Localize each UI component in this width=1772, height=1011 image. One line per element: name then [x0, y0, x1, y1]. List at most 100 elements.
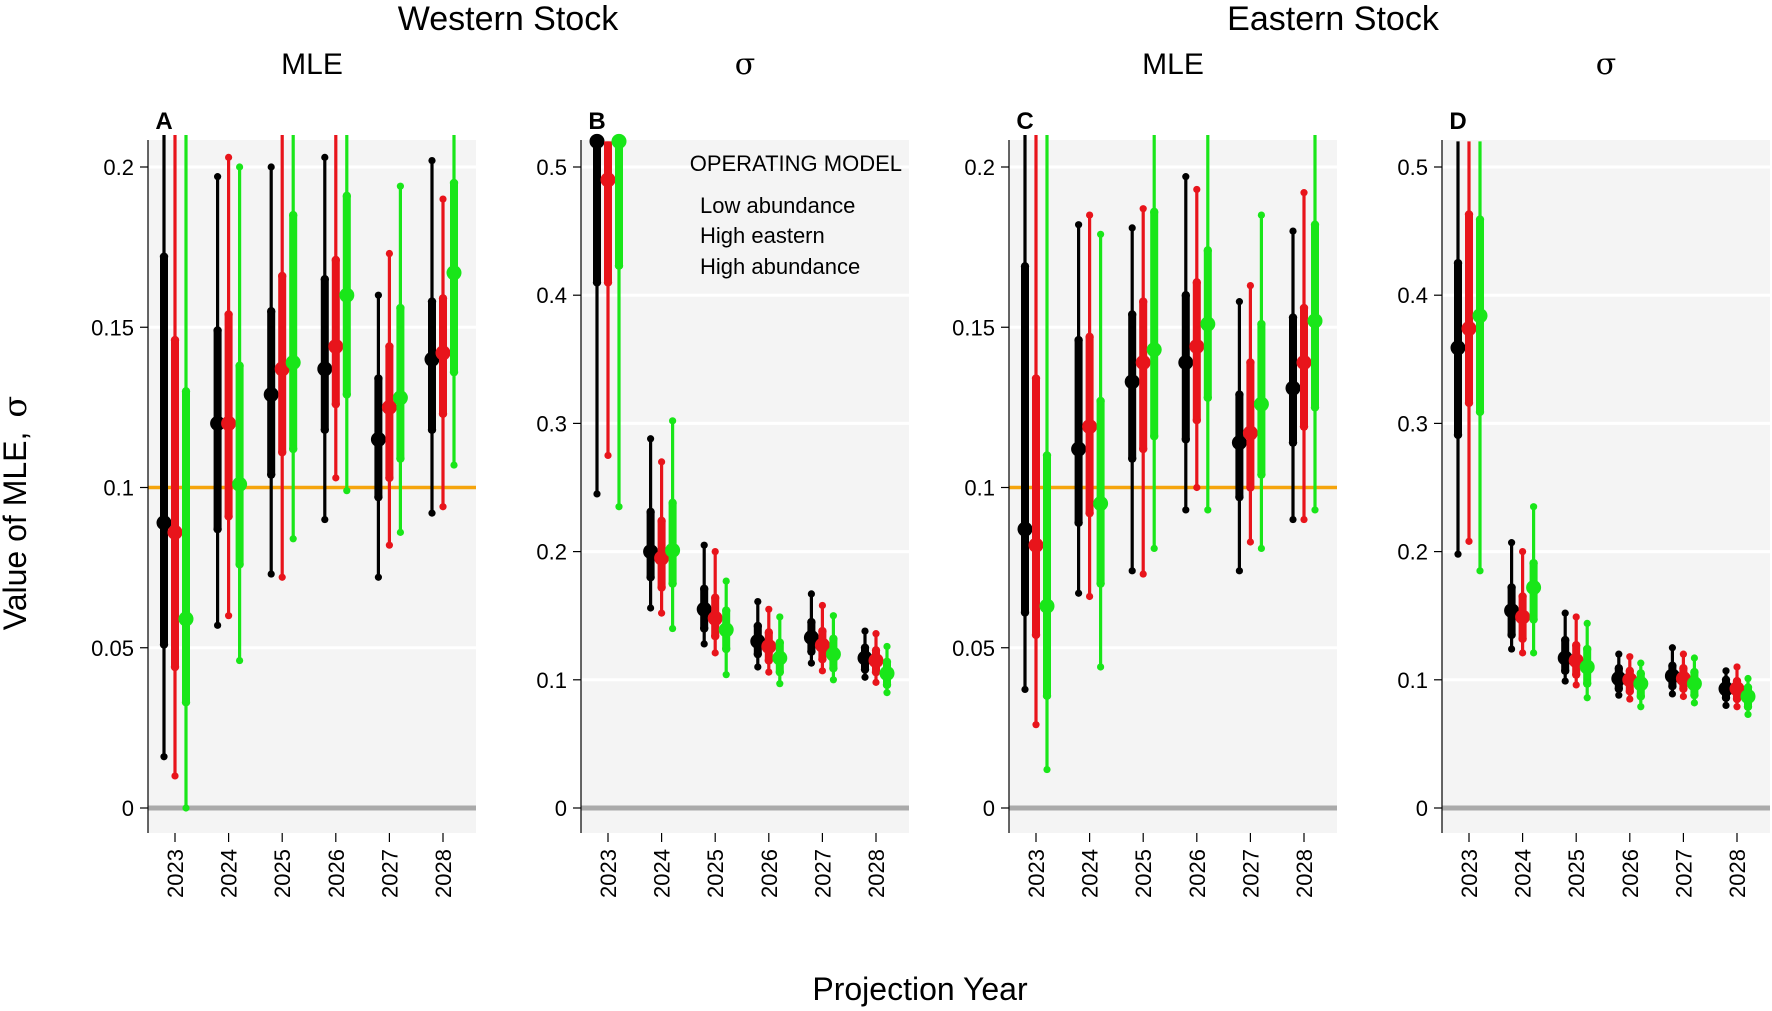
quartile-cap-upper [1150, 207, 1159, 217]
quartile-cap-upper [657, 516, 666, 526]
whisker-cap-min [1668, 690, 1676, 698]
whisker-cap-min [1086, 592, 1094, 601]
whisker-cap-min [754, 663, 762, 671]
whisker-cap-max [722, 577, 730, 585]
x-tick-label: 2024 [1511, 849, 1536, 898]
median-point [317, 361, 333, 377]
whisker-cap-max [1626, 653, 1634, 661]
quartile-cap-lower [871, 667, 881, 677]
quartile-cap-upper [1257, 319, 1266, 329]
median-point [1146, 342, 1162, 358]
x-tick-label: 2028 [1725, 849, 1750, 898]
median-point [814, 637, 830, 653]
legend-entry-low-abundance: Low abundance [700, 193, 855, 218]
whisker-cap-min [182, 804, 190, 812]
x-tick-label: 2024 [217, 849, 242, 898]
median-point [156, 515, 172, 531]
series-low-abundance [589, 133, 873, 681]
whisker-cap-max [754, 597, 762, 606]
whisker-cap-min [1043, 765, 1051, 774]
whisker-cap-min [872, 678, 880, 686]
whisker-cap-min [267, 570, 275, 578]
quartile-cap-upper [159, 252, 169, 261]
whisker-cap-max [321, 153, 329, 161]
quartile-cap-upper [374, 374, 383, 383]
whisker-cap-max [1615, 650, 1623, 658]
panel-c: 0 0.05 0.1 0.15 0.2 2023 2024 2025 2026 2027 2028 M… [952, 48, 1337, 898]
median-point [1526, 579, 1542, 595]
quartile-cap-lower [1690, 690, 1699, 700]
whisker-cap-min [1637, 703, 1645, 711]
quartile-cap-lower [1150, 432, 1159, 441]
whisker-cap-min [160, 753, 168, 761]
median-point [339, 287, 355, 303]
quartile-cap-lower [331, 399, 340, 409]
whisker-cap-max [428, 156, 436, 165]
quartile-cap-lower [1625, 687, 1635, 696]
median-point [232, 476, 248, 492]
median-point [868, 653, 884, 669]
whisker-cap-min [1519, 649, 1527, 657]
median-point [1071, 441, 1087, 457]
quartile-cap-lower [1561, 666, 1570, 676]
x-axis-title: Projection Year [812, 971, 1028, 1007]
whisker-cap-max [776, 613, 784, 621]
whisker-cap-min [1257, 544, 1265, 552]
whisker-cap-max [711, 548, 719, 556]
quartile-cap-upper [1181, 291, 1191, 300]
whisker-cap-min [1690, 699, 1698, 707]
whisker-cap-min [1583, 694, 1591, 702]
y-tick-label: 0.2 [536, 540, 567, 565]
whisker-cap-max [396, 182, 404, 190]
series-high-eastern [1028, 134, 1312, 729]
quartile-cap-lower [159, 640, 169, 649]
whisker-cap-min [396, 528, 404, 536]
median-point [328, 338, 344, 354]
median-point [1028, 537, 1044, 553]
y-tick-label: 0 [555, 796, 567, 821]
quartile-cap-lower [1614, 684, 1624, 693]
whisker-cap-min [1508, 645, 1516, 653]
quartile-cap-lower [1074, 518, 1083, 527]
whisker-cap-max [883, 642, 891, 651]
x-tick-label: 2027 [1238, 849, 1263, 898]
quartile-cap-upper [385, 342, 394, 351]
panel-title: MLE [281, 48, 343, 81]
median-point [285, 355, 301, 371]
quartile-cap-lower [267, 470, 276, 479]
whisker-cap-min [1561, 677, 1569, 685]
quartile-cap-upper [818, 626, 827, 636]
stock-title-eastern: Eastern Stock [1227, 0, 1440, 38]
quartile-cap-upper [449, 178, 459, 188]
quartile-cap-lower [775, 667, 784, 677]
quartile-cap-lower [213, 524, 222, 534]
panel-letter: A [155, 108, 172, 135]
whisker-cap-min [171, 772, 179, 780]
x-tick-label: 2023 [1457, 849, 1482, 898]
median-point [221, 415, 237, 431]
median-point [1740, 688, 1756, 704]
quartile-cap-upper [1020, 262, 1030, 271]
quartile-cap-lower [1679, 684, 1688, 693]
y-tick-label: 0.1 [1397, 668, 1428, 693]
whisker-cap-max [267, 163, 275, 171]
whisker-cap-min [374, 573, 382, 581]
quartile-cap-upper [753, 621, 762, 631]
quartile-cap-upper [807, 617, 816, 627]
whisker-cap-min [1626, 695, 1634, 703]
whisker-cap-min [1615, 691, 1623, 699]
quartile-cap-upper [213, 326, 222, 335]
whisker-cap-min [385, 541, 393, 549]
y-tick-label: 0.3 [1397, 411, 1428, 436]
y-axis-title-symbol: σ [0, 396, 34, 418]
whisker-cap-max [1097, 230, 1105, 238]
y-axis-title-text: Value of MLE, [0, 432, 33, 631]
median-point [381, 399, 397, 415]
quartile-cap-upper [235, 361, 244, 370]
legend-title: OPERATING MODEL [690, 151, 902, 176]
whisker-cap-max [1075, 221, 1083, 229]
quartile-cap-upper [646, 507, 655, 517]
y-tick-label: 0.1 [536, 668, 567, 693]
x-tick-label: 2025 [703, 849, 728, 898]
